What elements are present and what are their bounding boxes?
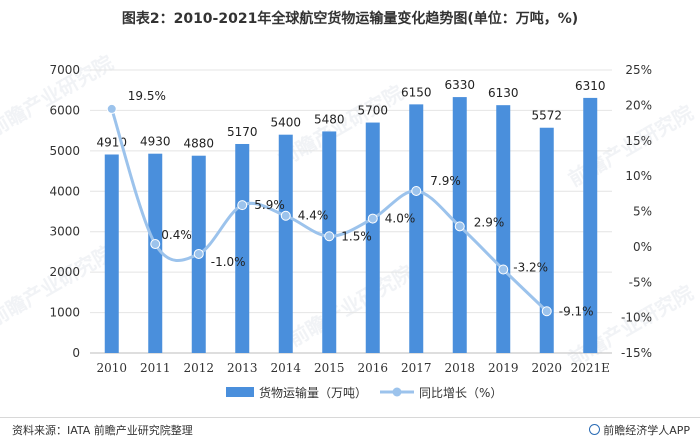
bar-value-label: 6330 [444, 78, 475, 92]
y-left-tick-label: 4000 [49, 184, 80, 198]
bar-value-label: 4930 [140, 135, 171, 149]
growth-value-label: 7.9% [430, 174, 461, 188]
growth-point [367, 213, 378, 224]
growth-point [106, 103, 117, 114]
y-left-tick-label: 7000 [49, 63, 80, 77]
y-left-tick-label: 3000 [49, 225, 80, 239]
y-left-tick-label: 5000 [49, 144, 80, 158]
growth-value-label: 2.9% [474, 215, 505, 229]
bar-value-label: 5572 [531, 109, 562, 123]
bar [365, 122, 380, 353]
bar-value-label: 5700 [357, 104, 388, 118]
legend-bar-label: 货物运输量（万吨） [259, 385, 367, 400]
growth-value-label: 4.4% [298, 209, 329, 223]
y-right-tick-label: 15% [625, 134, 652, 148]
growth-value-label: -3.2% [513, 261, 548, 275]
x-tick-label: 2015 [314, 361, 345, 375]
bar-value-label: 5400 [270, 116, 301, 130]
bar [104, 154, 119, 353]
y-left-tick-label: 6000 [49, 103, 80, 117]
y-right-tick-label: -5% [629, 275, 652, 289]
x-tick-label: 2013 [227, 361, 258, 375]
growth-point [324, 231, 335, 242]
x-tick-label: 2019 [488, 361, 519, 375]
y-left-tick-label: 2000 [49, 265, 80, 279]
y-left-tick-label: 1000 [49, 306, 80, 320]
brand-text: 前瞻经济学人APP [603, 424, 690, 437]
legend-line-label: 同比增长（%） [419, 386, 502, 400]
growth-value-label: 1.5% [341, 229, 372, 243]
growth-point [237, 200, 248, 211]
growth-value-label: -9.1% [559, 304, 594, 318]
bar [583, 97, 598, 353]
growth-point [280, 210, 291, 221]
legend-bar-swatch [226, 387, 254, 397]
y-right-tick-label: 25% [625, 63, 652, 77]
bar-value-label: 6310 [575, 79, 606, 93]
bar [278, 134, 293, 353]
x-tick-label: 2018 [444, 361, 475, 375]
brand-label: 前瞻经济学人APP [589, 422, 690, 438]
x-tick-label: 2020 [531, 361, 562, 375]
y-right-tick-label: -10% [621, 311, 652, 325]
growth-point [411, 185, 422, 196]
growth-point [541, 306, 552, 317]
growth-point [150, 239, 161, 250]
bar-value-label: 5170 [227, 125, 258, 139]
growth-point [193, 248, 204, 259]
x-tick-label: 2010 [96, 361, 127, 375]
growth-point [454, 221, 465, 232]
growth-point [498, 264, 509, 275]
brand-logo-icon [589, 424, 601, 435]
bar-value-label: 5480 [314, 112, 345, 126]
bar-value-label: 6130 [488, 86, 519, 100]
growth-value-label: 19.5% [128, 89, 166, 103]
growth-value-label: -1.0% [211, 255, 246, 269]
bar [539, 127, 554, 354]
bar [409, 104, 424, 353]
y-right-tick-label: -15% [621, 346, 652, 360]
combo-chart: 0 1000 2000 3000 4000 5000 6000 7000 -15% -10% -5%… [49, 63, 652, 400]
growth-value-label: 0.4% [161, 228, 192, 242]
x-tick-label: 2021E [571, 361, 610, 375]
x-tick-label: 2016 [357, 361, 388, 375]
footer-divider [0, 417, 700, 418]
y-right-tick-label: 10% [625, 169, 652, 183]
bar [496, 105, 511, 354]
bar [235, 143, 250, 353]
growth-line [110, 108, 548, 313]
bar [148, 153, 163, 353]
bar [322, 131, 337, 353]
y-right-tick-label: 0% [633, 240, 652, 254]
x-tick-label: 2017 [401, 361, 432, 375]
growth-value-label: 5.9% [254, 198, 285, 212]
y-right-tick-label: 5% [633, 205, 652, 219]
x-tick-label: 2014 [270, 361, 301, 375]
x-tick-label: 2012 [183, 361, 214, 375]
growth-value-label: 4.0% [385, 212, 416, 226]
source-note: 资料来源：IATA 前瞻产业研究院整理 [12, 424, 193, 437]
bar-value-label: 6150 [401, 85, 432, 99]
x-tick-label: 2011 [140, 361, 171, 375]
legend-line-marker [392, 387, 402, 397]
chart-title: 图表2：2010-2021年全球航空货物运输量变化趋势图(单位：万吨，%) [121, 11, 579, 27]
y-left-tick-label: 0 [72, 346, 80, 360]
y-right-tick-label: 20% [625, 98, 652, 112]
bar-value-label: 4880 [183, 137, 214, 151]
